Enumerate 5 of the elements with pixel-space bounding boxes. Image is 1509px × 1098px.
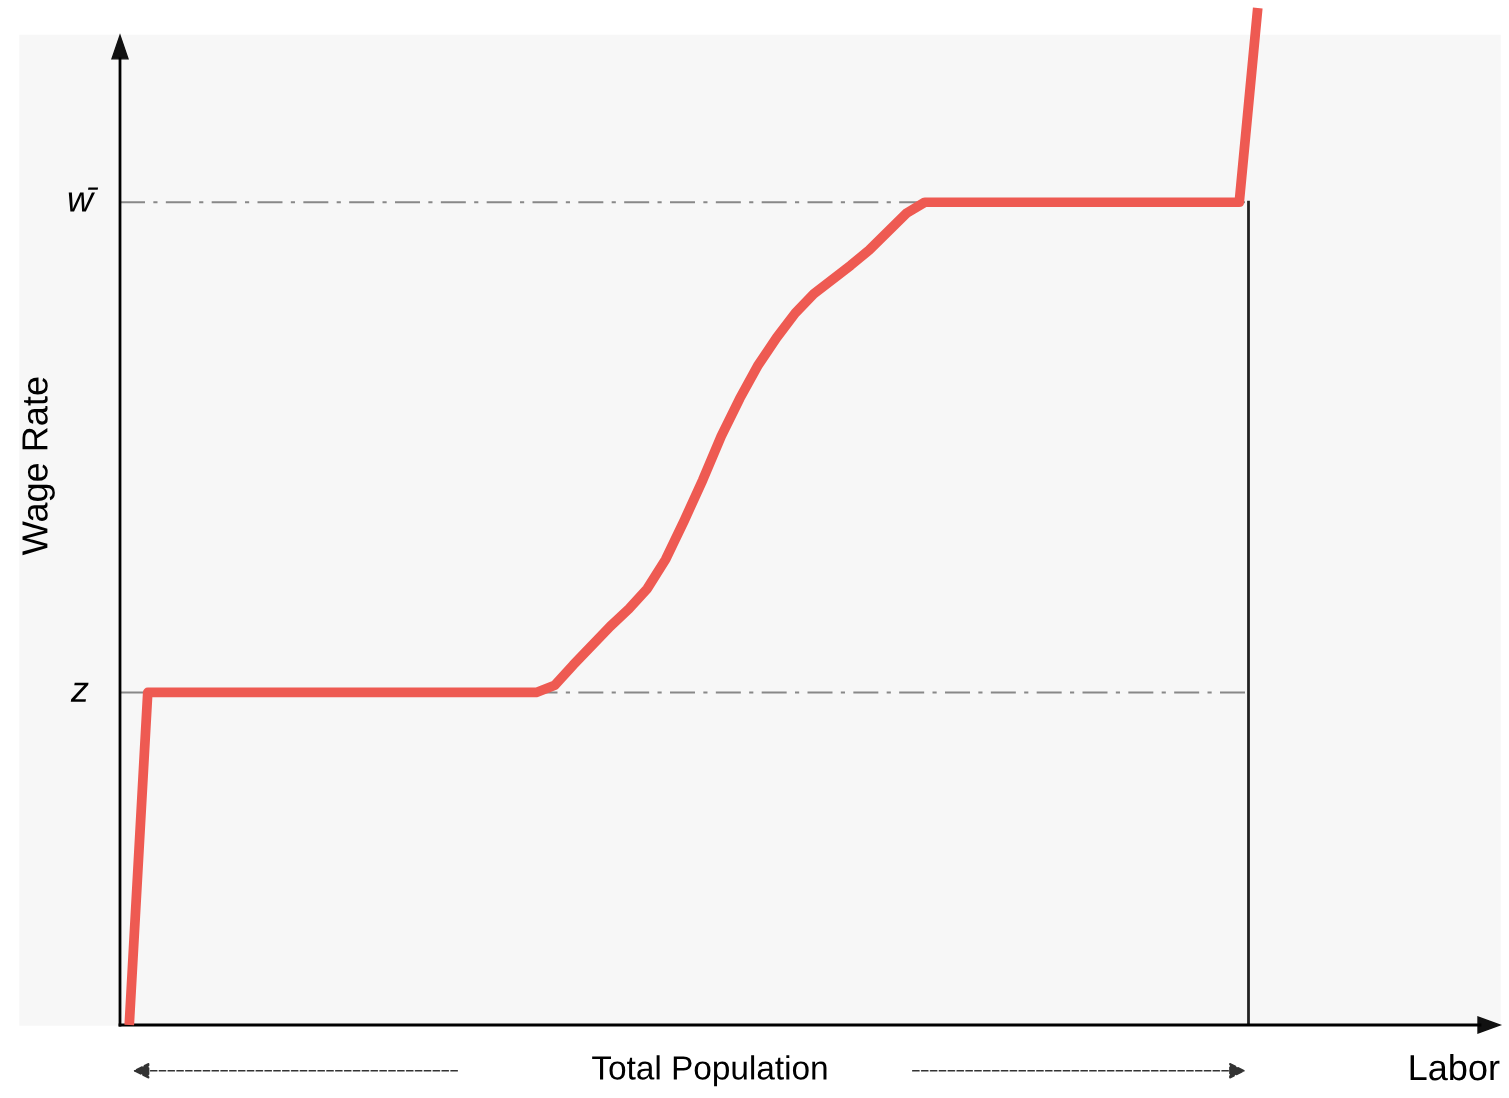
ref-line-label: z (70, 682, 89, 702)
text: Labor (1410, 1053, 1500, 1081)
ref-line-label: w̄ (68, 187, 99, 212)
text: Total Population (592, 1055, 827, 1087)
y-axis-title: Wage Rate (22, 377, 55, 556)
